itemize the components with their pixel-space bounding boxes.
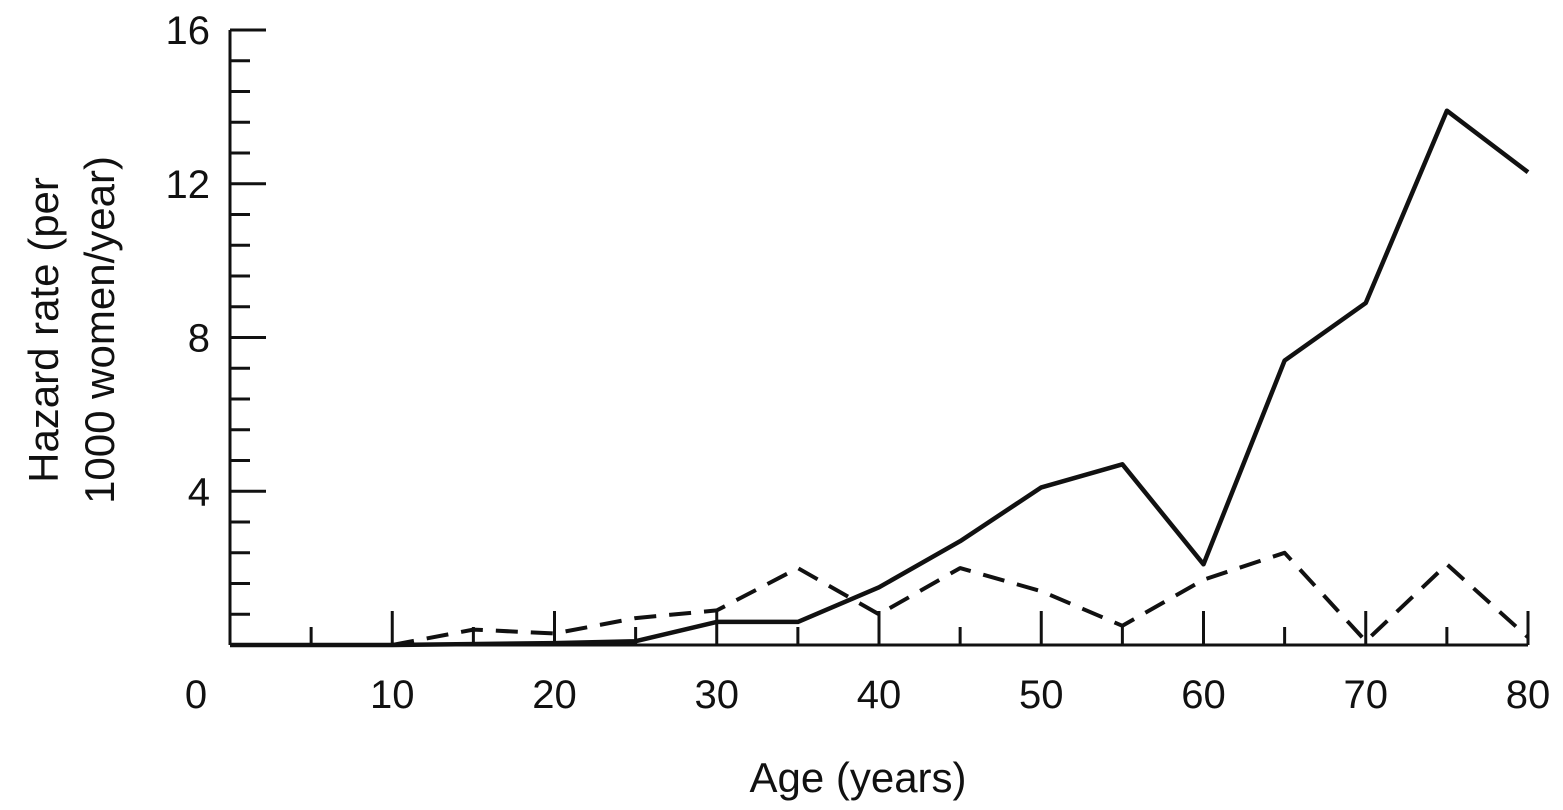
axes (228, 30, 1528, 647)
axis-tick-labels: 0 10 20 30 40 50 60 70 80 4 8 12 16 (166, 9, 1551, 717)
x-tick-label-40: 40 (857, 673, 902, 717)
x-tick-label-80: 80 (1506, 673, 1551, 717)
x-tick-label-0: 0 (185, 673, 207, 717)
series-layer (230, 108, 1530, 648)
x-tick-label-70: 70 (1344, 673, 1389, 717)
y-tick-label-16: 16 (166, 9, 211, 53)
series-line-dashed (391, 550, 1530, 647)
y-tick-label-4: 4 (188, 470, 210, 514)
x-tick-label-20: 20 (532, 673, 577, 717)
axis-ticks (230, 28, 1530, 645)
y-axis-title-line-2: 1000 women/year) (76, 156, 123, 504)
x-axis-title: Age (years) (749, 754, 966, 801)
y-tick-label-12: 12 (166, 163, 211, 207)
y-axis-title-line-1: Hazard rate (per (20, 177, 67, 483)
x-tick-label-50: 50 (1019, 673, 1064, 717)
x-tick-label-30: 30 (695, 673, 740, 717)
y-axis-title: Hazard rate (per 1000 women/year) (20, 156, 123, 504)
x-tick-label-60: 60 (1181, 673, 1226, 717)
series-line-solid (230, 108, 1530, 648)
x-tick-label-10: 10 (370, 673, 415, 717)
y-tick-label-8: 8 (188, 317, 210, 361)
